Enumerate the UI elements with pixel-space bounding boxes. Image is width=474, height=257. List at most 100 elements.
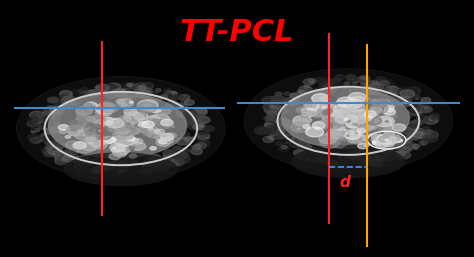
Circle shape <box>349 86 363 93</box>
Circle shape <box>276 118 289 125</box>
Circle shape <box>116 126 124 130</box>
Circle shape <box>148 163 154 166</box>
Circle shape <box>289 140 304 148</box>
Circle shape <box>143 88 148 91</box>
Circle shape <box>45 132 52 135</box>
Circle shape <box>401 95 409 99</box>
Circle shape <box>45 110 49 112</box>
Circle shape <box>37 119 44 123</box>
Circle shape <box>185 116 194 121</box>
Circle shape <box>372 81 379 85</box>
Circle shape <box>266 126 274 130</box>
Circle shape <box>409 132 418 136</box>
Circle shape <box>312 79 317 81</box>
Circle shape <box>389 137 397 141</box>
Circle shape <box>83 103 92 108</box>
Circle shape <box>115 123 129 131</box>
Circle shape <box>307 155 312 158</box>
Circle shape <box>369 159 383 167</box>
Circle shape <box>65 135 71 138</box>
Circle shape <box>120 165 124 167</box>
Circle shape <box>107 125 110 126</box>
Circle shape <box>166 91 177 97</box>
Circle shape <box>360 120 365 123</box>
Circle shape <box>397 139 400 141</box>
Circle shape <box>414 95 420 99</box>
Circle shape <box>81 87 88 91</box>
Circle shape <box>384 137 393 142</box>
Circle shape <box>119 135 128 140</box>
Circle shape <box>176 109 191 117</box>
Circle shape <box>431 115 434 116</box>
Circle shape <box>31 131 35 133</box>
Circle shape <box>307 157 317 162</box>
Circle shape <box>419 133 430 139</box>
Circle shape <box>315 78 323 82</box>
Circle shape <box>71 90 79 94</box>
Circle shape <box>118 162 125 166</box>
Circle shape <box>303 79 315 85</box>
Circle shape <box>161 158 174 164</box>
Circle shape <box>361 115 372 121</box>
Circle shape <box>45 130 60 138</box>
Circle shape <box>313 88 325 94</box>
Circle shape <box>346 120 350 122</box>
Circle shape <box>301 114 308 118</box>
Circle shape <box>167 90 171 93</box>
Circle shape <box>173 103 187 111</box>
Circle shape <box>277 130 284 134</box>
Circle shape <box>172 91 177 95</box>
Circle shape <box>352 85 357 88</box>
Circle shape <box>304 102 319 110</box>
Circle shape <box>75 131 92 140</box>
Circle shape <box>31 128 36 131</box>
Circle shape <box>310 120 328 130</box>
Ellipse shape <box>291 144 406 178</box>
Circle shape <box>346 102 365 112</box>
Circle shape <box>364 134 382 144</box>
Circle shape <box>123 159 137 167</box>
Circle shape <box>93 110 98 113</box>
Circle shape <box>151 107 161 113</box>
Circle shape <box>297 150 304 153</box>
Circle shape <box>50 110 60 116</box>
Circle shape <box>100 103 118 113</box>
Circle shape <box>100 162 107 165</box>
Circle shape <box>267 136 273 139</box>
Circle shape <box>290 94 298 98</box>
Circle shape <box>167 96 177 101</box>
Circle shape <box>66 141 80 149</box>
Circle shape <box>58 125 69 130</box>
Circle shape <box>143 162 148 164</box>
Circle shape <box>100 123 109 127</box>
Circle shape <box>316 77 328 84</box>
Circle shape <box>390 141 400 146</box>
Circle shape <box>387 137 390 139</box>
Circle shape <box>291 96 299 100</box>
Circle shape <box>42 135 55 142</box>
Circle shape <box>265 116 274 120</box>
Circle shape <box>48 131 54 134</box>
Circle shape <box>191 149 202 154</box>
Circle shape <box>345 121 349 124</box>
Circle shape <box>157 139 162 142</box>
Circle shape <box>375 134 383 139</box>
Circle shape <box>277 128 285 133</box>
Circle shape <box>353 150 365 157</box>
Circle shape <box>375 116 394 127</box>
Circle shape <box>133 139 138 142</box>
Circle shape <box>356 150 364 154</box>
Circle shape <box>104 136 116 143</box>
Circle shape <box>112 130 119 134</box>
Circle shape <box>387 150 394 154</box>
Circle shape <box>112 164 118 168</box>
Circle shape <box>318 149 326 153</box>
Circle shape <box>190 128 195 131</box>
Circle shape <box>48 116 52 117</box>
Circle shape <box>75 141 87 148</box>
Circle shape <box>155 159 161 161</box>
Circle shape <box>293 116 312 126</box>
Circle shape <box>124 109 130 112</box>
Circle shape <box>421 144 424 145</box>
Circle shape <box>353 155 357 158</box>
